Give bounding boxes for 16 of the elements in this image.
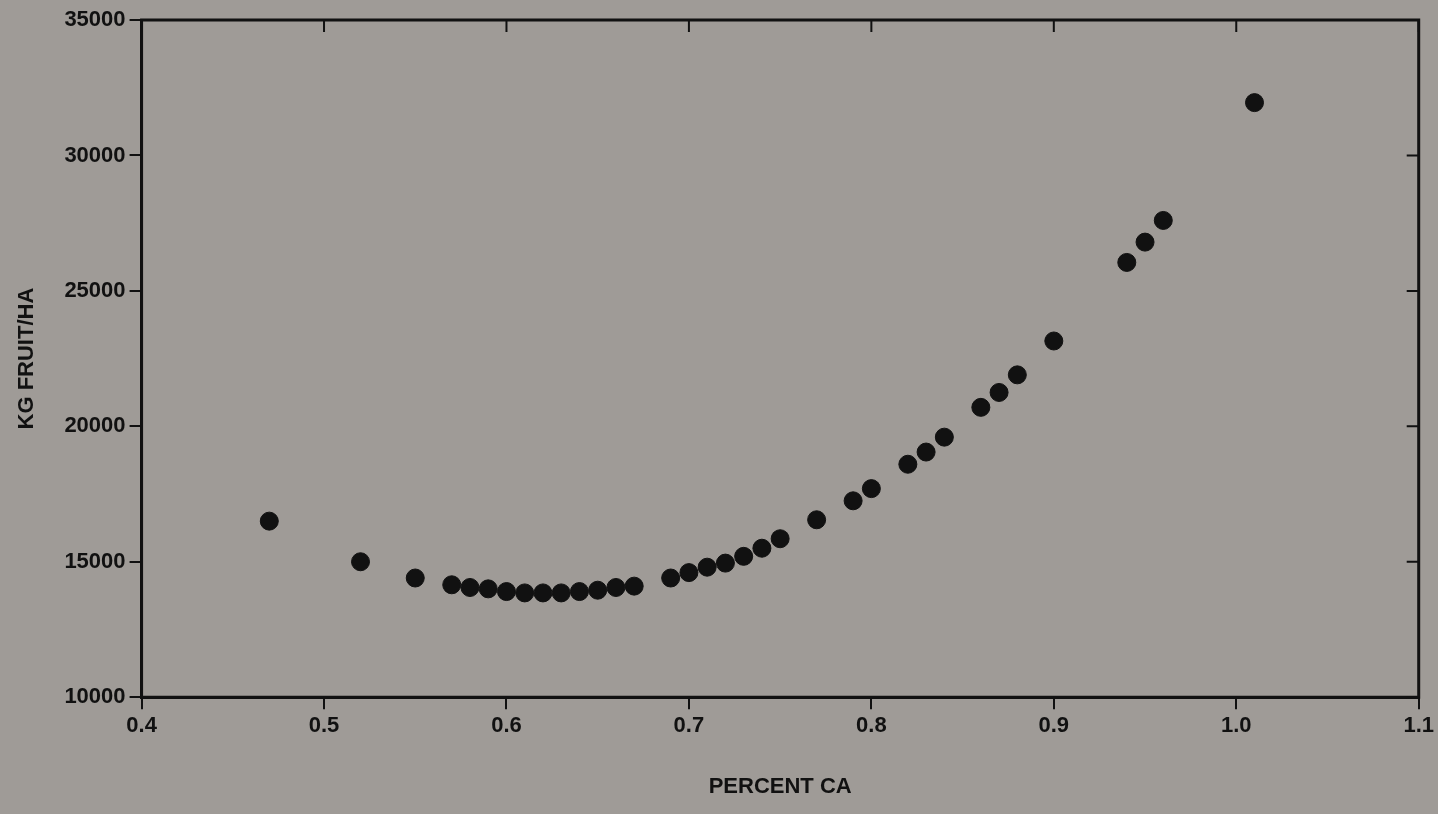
y-tick-label: 15000 bbox=[64, 547, 126, 573]
y-tick-label: 20000 bbox=[64, 412, 126, 438]
y-tick-label: 10000 bbox=[64, 683, 126, 709]
x-tick-label: 1.1 bbox=[1403, 712, 1435, 738]
x-tick-label: 1.0 bbox=[1220, 712, 1252, 738]
x-tick-label: 0.4 bbox=[126, 712, 158, 738]
x-tick-label: 0.9 bbox=[1038, 712, 1070, 738]
y-axis-title: KG FRUIT/HA bbox=[13, 287, 39, 430]
y-tick-label: 30000 bbox=[64, 141, 126, 167]
x-tick-label: 0.8 bbox=[856, 712, 887, 738]
x-tick-label: 0.6 bbox=[491, 712, 522, 738]
y-tick-label: 25000 bbox=[64, 276, 126, 302]
y-tick-label: 35000 bbox=[64, 6, 126, 32]
x-tick-label: 0.5 bbox=[308, 712, 340, 738]
x-tick-label: 0.7 bbox=[673, 712, 705, 738]
x-axis-title: PERCENT CA bbox=[708, 772, 852, 798]
